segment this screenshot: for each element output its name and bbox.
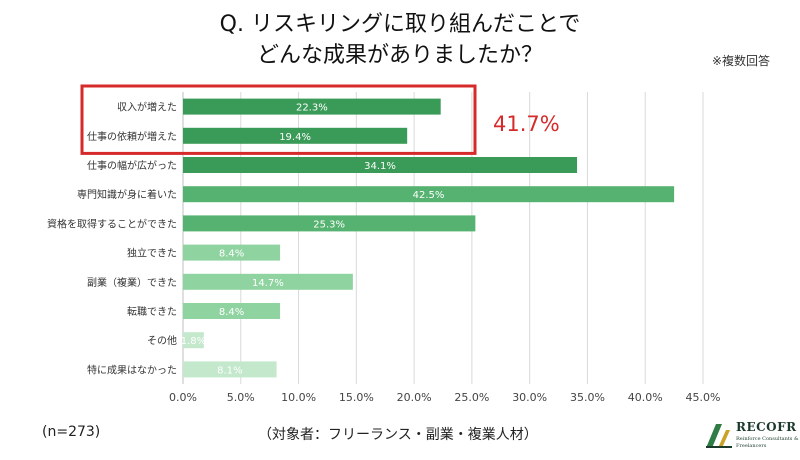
category-label: 独立できた [127,247,177,260]
x-tick-label: 35.0% [570,391,605,404]
bar-chart: 0.0% 5.0% 10.0% 15.0% 20.0% 25.0% 30.0% 35.0% 40… [47,84,721,404]
bar [183,332,204,349]
x-tick-label: 40.0% [628,391,663,404]
x-tick-label: 15.0% [339,391,374,404]
x-tick-label: 10.0% [281,391,316,404]
data-label: 14.7% [252,278,284,289]
data-label: 8.4% [219,307,244,318]
category-label: 副業（複業）できた [87,276,177,289]
data-label: 42.5% [413,190,445,201]
category-label: 専門知識が身に着いた [77,188,177,201]
data-label: 25.3% [313,219,345,230]
bar [183,157,578,173]
bar [183,361,277,378]
chart-title-line-1: Q. リスキリングに取り組んだことで [219,12,581,37]
x-tick-label: 5.0% [227,391,255,404]
highlight-total-label: 41.7% [493,112,560,136]
bar [183,98,441,115]
category-label: 転職できた [127,306,177,318]
logo-tagline-1: Reinforce Consultants & [736,436,799,442]
chart-title-line-2: どんな成果がありましたか？ [256,43,543,68]
logo-name: RECOFR [736,420,797,434]
bar [183,303,281,319]
x-tick-label: 20.0% [397,391,432,404]
data-label: 8.1% [217,365,242,376]
x-tick-label: 45.0% [686,391,721,404]
x-tick-label: 30.0% [512,391,547,404]
data-label: 19.4% [279,132,311,143]
category-label: 収入が増えた [117,101,177,114]
x-tick-label: 25.0% [454,391,489,404]
highlight-box [80,84,477,155]
category-label: その他 [147,334,177,347]
x-tick-label: 0.0% [169,391,197,404]
sample-size-note: (n=273) [42,424,101,440]
logo-tagline-2: Freelancers [736,443,767,449]
target-audience-note: （対象者：フリーランス・副業・複業人材） [258,427,538,443]
category-label: 資格を取得することができた [47,217,177,230]
category-label: 特に成果はなかった [87,364,177,376]
category-label: 仕事の依頼が増えた [87,130,177,143]
bar [183,186,675,203]
bar [183,127,408,144]
bar [183,244,281,261]
multiple-answer-note: ※複数回答 [711,54,770,68]
category-label: 仕事の幅が広がった [87,159,177,172]
bar [183,215,476,232]
bar [183,273,353,290]
logo-mark-icon [706,424,732,448]
recofr-logo: RECOFR Reinforce Consultants & Freelance… [706,418,799,454]
data-label: 1.8% [181,336,206,347]
data-label: 22.3% [296,103,328,114]
data-label: 34.1% [364,161,396,172]
data-label: 8.4% [219,249,244,260]
